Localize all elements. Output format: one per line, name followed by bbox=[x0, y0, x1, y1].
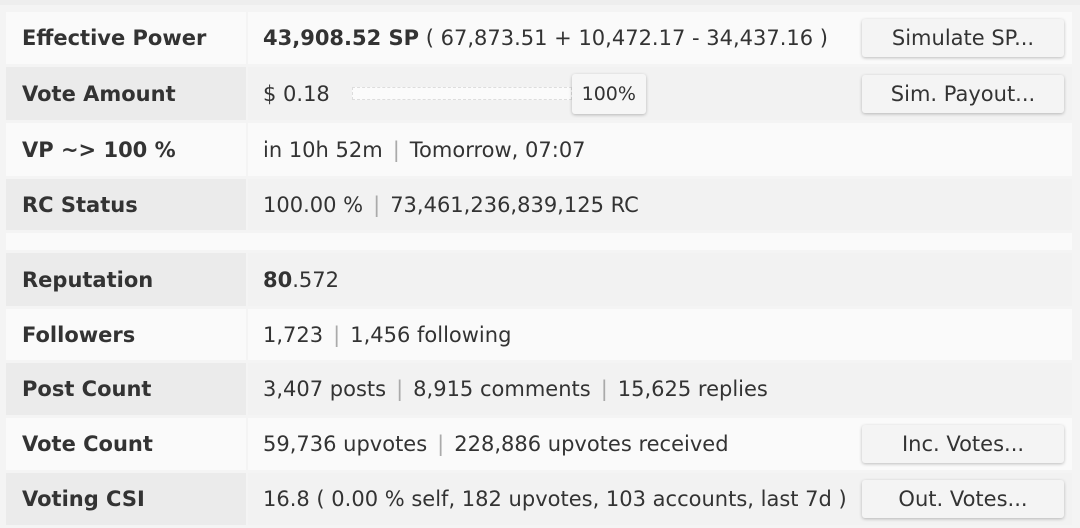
label: RC Status bbox=[6, 179, 246, 230]
posts-count: 3,407 posts bbox=[263, 377, 387, 401]
row-vote-count: Vote Count 59,736 upvotes | 228,886 upvote… bbox=[6, 418, 1072, 470]
simulate-sp-button[interactable]: Simulate SP... bbox=[862, 19, 1064, 57]
label: Reputation bbox=[6, 253, 246, 306]
label: VP ~> 100 % bbox=[6, 123, 246, 176]
label: Voting CSI bbox=[6, 473, 246, 525]
vote-weight-percent[interactable]: 100% bbox=[571, 73, 646, 114]
reputation-int: 80 bbox=[263, 267, 293, 292]
row-vp: VP ~> 100 % in 10h 52m | Tomorrow, 07:07 bbox=[6, 123, 1072, 176]
vote-amount-value: $ 0.18 bbox=[263, 81, 330, 106]
row-post-count: Post Count 3,407 posts | 8,915 comments | 15… bbox=[6, 363, 1072, 415]
row-reputation: Reputation 80.572 bbox=[6, 253, 1072, 306]
top-divider bbox=[0, 0, 1080, 5]
inc-votes-button[interactable]: Inc. Votes... bbox=[862, 425, 1064, 463]
account-stats-table: Effective Power 43,908.52 SP ( 67,873.51… bbox=[6, 12, 1072, 528]
separator: | bbox=[373, 192, 381, 217]
separator: | bbox=[333, 322, 341, 347]
rc-percent: 100.00 % bbox=[263, 192, 364, 217]
sim-payout-button[interactable]: Sim. Payout... bbox=[862, 74, 1064, 113]
comments-count: 8,915 comments bbox=[413, 377, 591, 401]
vp-time: in 10h 52m bbox=[263, 137, 383, 162]
label: Vote Count bbox=[6, 418, 246, 470]
reputation-decimal: .572 bbox=[292, 267, 339, 292]
spacer bbox=[6, 233, 1072, 250]
row-followers: Followers 1,723 | 1,456 following bbox=[6, 309, 1072, 360]
separator: | bbox=[396, 377, 404, 401]
vp-date: Tomorrow, 07:07 bbox=[409, 137, 586, 162]
label: Post Count bbox=[6, 363, 246, 415]
row-voting-csi: Voting CSI 16.8 ( 0.00 % self, 182 upvot… bbox=[6, 473, 1072, 525]
row-effective-power: Effective Power 43,908.52 SP ( 67,873.51… bbox=[6, 12, 1072, 64]
row-rc: RC Status 100.00 % | 73,461,236,839,125 RC bbox=[6, 179, 1072, 230]
separator: | bbox=[437, 432, 445, 456]
label: Vote Amount bbox=[6, 67, 246, 120]
label: Followers bbox=[6, 309, 246, 360]
effective-power-breakdown: ( 67,873.51 + 10,472.17 - 34,437.16 ) bbox=[419, 26, 828, 50]
vote-weight-slider[interactable] bbox=[351, 87, 572, 100]
effective-power-value: 43,908.52 SP bbox=[263, 26, 420, 50]
out-votes-button[interactable]: Out. Votes... bbox=[862, 480, 1064, 518]
followers-count: 1,723 bbox=[263, 322, 324, 347]
replies-count: 15,625 replies bbox=[617, 377, 768, 401]
rc-amount: 73,461,236,839,125 RC bbox=[390, 192, 639, 217]
label: Effective Power bbox=[6, 12, 246, 64]
following-count: 1,456 following bbox=[350, 322, 512, 347]
upvotes-received: 228,886 upvotes received bbox=[454, 432, 729, 456]
upvotes-count: 59,736 upvotes bbox=[263, 432, 428, 456]
csi-value: 16.8 ( 0.00 % self, 182 upvotes, 103 acc… bbox=[263, 487, 847, 511]
row-vote-amount: Vote Amount $ 0.18 100% Sim. Payout... bbox=[6, 67, 1072, 120]
separator: | bbox=[600, 377, 608, 401]
separator: | bbox=[392, 137, 400, 162]
